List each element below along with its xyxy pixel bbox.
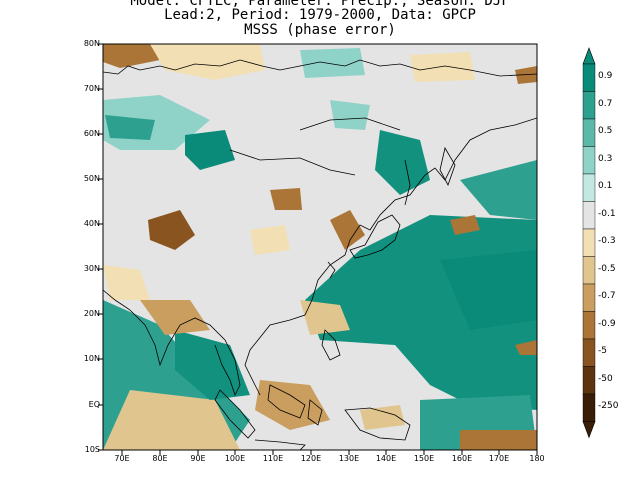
colorbar bbox=[582, 47, 596, 439]
new-guinea-coast bbox=[344, 407, 411, 441]
colorbar-swatch bbox=[582, 283, 596, 312]
taiwan-coast bbox=[327, 261, 336, 279]
colorbar-label: -0.5 bbox=[598, 263, 616, 274]
field-patch bbox=[250, 225, 290, 255]
lat-label: 30N bbox=[83, 264, 100, 273]
lat-label: 10S bbox=[84, 445, 100, 454]
east-asia-coast bbox=[244, 117, 537, 396]
kamchatka-coast bbox=[439, 146, 456, 186]
field-patch bbox=[103, 265, 150, 300]
field-patch bbox=[255, 380, 330, 430]
coastlines bbox=[103, 59, 537, 450]
sumatra-coast bbox=[214, 389, 256, 439]
colorbar-label: -5 bbox=[598, 346, 607, 356]
map-title-line2: Lead:2, Period: 1979-2000, Data: GPCP bbox=[164, 7, 476, 23]
field-patch bbox=[185, 130, 235, 170]
colorbar-swatch bbox=[582, 228, 596, 257]
field-patches bbox=[103, 44, 537, 450]
field-patch bbox=[460, 160, 537, 220]
colorbar-label: 0.7 bbox=[598, 98, 613, 109]
field-patch bbox=[450, 215, 480, 235]
colorbar-label: -0.1 bbox=[598, 208, 616, 219]
lon-label: 160E bbox=[451, 454, 473, 463]
colorbar-label: -0.9 bbox=[598, 318, 616, 329]
field-patch bbox=[440, 250, 537, 330]
colorbar-top-cap bbox=[582, 47, 596, 65]
colorbar-label: -0.7 bbox=[598, 291, 616, 301]
lat-label: 20N bbox=[83, 309, 100, 318]
map-title-line3: MSSS (phase error) bbox=[244, 22, 396, 38]
field-patch bbox=[140, 300, 210, 335]
philippines-coast bbox=[321, 329, 341, 361]
field-patch bbox=[460, 430, 537, 450]
colorbar-swatch bbox=[582, 118, 596, 147]
colorbar-swatch bbox=[582, 366, 596, 395]
inland-boundary bbox=[229, 149, 356, 176]
south-asia-coast bbox=[103, 289, 241, 397]
field-patch bbox=[103, 44, 160, 68]
colorbar-swatch bbox=[582, 173, 596, 202]
field-patch bbox=[330, 100, 370, 130]
lon-label: 110E bbox=[262, 454, 284, 463]
lat-label: EQ bbox=[88, 400, 100, 409]
map-ticks bbox=[98, 43, 538, 455]
lat-label: 70N bbox=[83, 84, 100, 93]
colorbar-label: -250 bbox=[598, 401, 619, 411]
java-coast bbox=[254, 439, 306, 450]
colorbar-label: 0.1 bbox=[598, 181, 613, 191]
lat-label: 40N bbox=[83, 219, 100, 228]
arctic-coast bbox=[103, 59, 537, 77]
colorbar-swatch bbox=[582, 63, 596, 92]
lon-label: 150E bbox=[413, 454, 435, 463]
field-patch bbox=[270, 188, 302, 210]
field-patch bbox=[148, 210, 195, 250]
field-patch bbox=[103, 390, 240, 450]
colorbar-label: -50 bbox=[598, 373, 613, 384]
lon-label: 90E bbox=[190, 454, 206, 463]
inland-boundary bbox=[299, 117, 401, 131]
lon-label: 80E bbox=[152, 454, 168, 463]
lat-label: 50N bbox=[83, 174, 100, 183]
colorbar-swatch bbox=[582, 91, 596, 120]
colorbar-swatch bbox=[582, 146, 596, 175]
map-title-line1: Model: CFTLC, Parameter: Precip., Season… bbox=[130, 0, 510, 9]
japan-coast bbox=[349, 214, 401, 259]
colorbar-swatch bbox=[582, 201, 596, 230]
field-patch bbox=[515, 66, 537, 84]
field-patch bbox=[300, 300, 350, 335]
field-patch bbox=[150, 44, 265, 80]
lon-label: 170E bbox=[488, 454, 510, 463]
colorbar-swatch bbox=[582, 393, 596, 422]
colorbar-swatch bbox=[582, 338, 596, 367]
lat-label: 80N bbox=[83, 39, 100, 48]
field-patch bbox=[300, 48, 365, 78]
field-patch bbox=[330, 210, 365, 250]
lat-label: 60N bbox=[83, 129, 100, 138]
sulawesi-coast bbox=[307, 399, 323, 426]
colorbar-label: 0.3 bbox=[598, 153, 613, 164]
colorbar-label: -0.3 bbox=[598, 236, 616, 246]
colorbar-label: 0.9 bbox=[598, 71, 613, 81]
colorbar-swatch bbox=[582, 256, 596, 285]
sakhalin-coast bbox=[404, 159, 411, 206]
borneo-coast bbox=[267, 384, 306, 419]
field-patch bbox=[360, 405, 405, 430]
colorbar-label: 0.5 bbox=[598, 126, 613, 136]
colorbar-bottom-cap bbox=[582, 421, 596, 439]
map-frame bbox=[102, 43, 538, 451]
lon-label: 180 bbox=[529, 454, 545, 463]
field-patch bbox=[375, 130, 430, 195]
lon-label: 130E bbox=[338, 454, 360, 463]
field-patch bbox=[410, 52, 475, 82]
field-patch bbox=[105, 115, 155, 140]
lat-label: 10N bbox=[83, 354, 100, 363]
lon-label: 100E bbox=[224, 454, 246, 463]
colorbar-swatch bbox=[582, 311, 596, 340]
field-patch bbox=[515, 340, 537, 355]
lon-label: 140E bbox=[375, 454, 397, 463]
lon-label: 70E bbox=[114, 454, 130, 463]
lon-label: 120E bbox=[300, 454, 322, 463]
